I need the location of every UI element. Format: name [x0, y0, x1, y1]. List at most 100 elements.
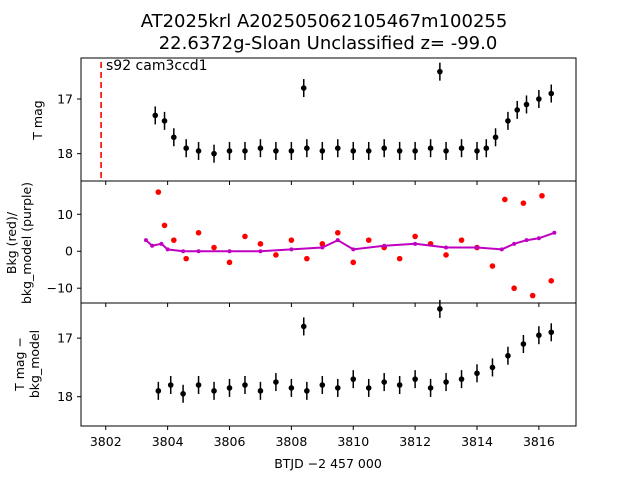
bottom-data-point: [437, 306, 443, 312]
top-data-point: [536, 96, 542, 102]
top-data-point: [412, 148, 418, 154]
top-data-point: [226, 148, 233, 154]
middle-data-point: [412, 233, 418, 240]
bottom-data-point: [396, 382, 403, 388]
middle-data-point: [273, 252, 279, 258]
middle-data-point: [499, 247, 504, 252]
middle-data-point: [335, 238, 340, 243]
x-tick-label: 3806: [214, 434, 246, 449]
top-data-point: [171, 134, 177, 141]
middle-data-point: [529, 292, 536, 299]
middle-data-point: [183, 255, 189, 262]
middle-data-point: [524, 238, 529, 243]
middle-data-point: [161, 222, 168, 229]
middle-data-point: [350, 259, 357, 266]
top-data-point: [257, 145, 264, 151]
middle-data-point: [319, 241, 326, 247]
bottom-data-point: [167, 382, 174, 388]
bottom-data-point: [381, 379, 387, 385]
chart-title-line1: AT2025krl A202505062105467m100255: [141, 11, 508, 32]
top-data-point: [195, 148, 202, 154]
middle-data-point: [288, 237, 295, 243]
middle-data-point: [226, 259, 233, 266]
middle-data-point: [143, 238, 148, 243]
middle-data-point: [150, 243, 155, 248]
middle-data-point: [159, 241, 164, 246]
bottom-data-point: [155, 388, 162, 394]
top-data-point: [334, 145, 341, 151]
top-data-point: [492, 134, 499, 141]
panel-bottom-t-mag-minus-bkg: 17 18 3802 3804 3806 3808 3810 3812 3814 3816: [57, 299, 577, 449]
top-data-point: [474, 148, 480, 154]
middle-data-point: [512, 241, 517, 246]
panel-middle-background: 10 0 −10: [47, 180, 577, 307]
middle-data-point: [365, 237, 372, 243]
top-data-point: [365, 148, 372, 154]
middle-data-point: [171, 237, 177, 243]
top-data-point: [427, 145, 434, 151]
bottom-data-point: [273, 379, 279, 385]
top-data-point: [523, 101, 530, 108]
bottom-data-point: [474, 370, 480, 377]
middle-data-point: [242, 233, 248, 240]
bottom-data-point: [257, 388, 264, 394]
bottom-y-axis-label-line2: bkg_model: [27, 330, 42, 398]
bottom-data-point: [180, 390, 186, 397]
top-data-point: [396, 148, 403, 154]
x-tick-label: 3808: [275, 434, 307, 449]
x-tick-label: 3810: [337, 434, 369, 449]
middle-data-point: [475, 245, 479, 250]
bottom-axes-frame: [80, 302, 577, 427]
middle-data-point: [227, 249, 232, 254]
bottom-data-point: [288, 385, 295, 391]
bottom-data-point: [505, 352, 511, 359]
top-data-point: [319, 148, 326, 154]
middle-data-point: [181, 249, 186, 254]
middle-data-point: [196, 249, 201, 254]
top-data-point: [443, 148, 449, 154]
middle-data-point: [502, 196, 508, 203]
top-y-tick-label: 18: [57, 146, 73, 161]
bottom-data-point: [211, 388, 217, 394]
x-tick-label: 3802: [90, 434, 122, 449]
middle-data-point: [511, 285, 517, 292]
top-data-point: [514, 107, 521, 113]
x-tick-label: 3804: [152, 434, 184, 449]
top-data-point: [183, 145, 189, 151]
middle-data-point: [211, 244, 217, 251]
middle-data-point: [257, 241, 264, 247]
middle-y-axis-label-line2: bkg_model (purple): [19, 182, 34, 304]
middle-data-point: [489, 263, 496, 269]
bottom-data-point: [489, 364, 496, 371]
bottom-data-point: [548, 329, 555, 336]
top-data-point: [242, 148, 248, 154]
sector-camera-annotation: s92 cam3ccd1: [106, 58, 208, 74]
bottom-data-point: [195, 382, 202, 388]
top-data-point: [211, 150, 217, 157]
middle-data-point: [536, 236, 541, 241]
middle-data-point: [443, 252, 449, 258]
top-data-point: [273, 148, 279, 154]
bottom-data-point: [520, 341, 527, 347]
bottom-data-point: [242, 382, 248, 388]
x-axis-label: BTJD −2 457 000: [274, 456, 382, 471]
top-data-point: [304, 145, 310, 151]
middle-data-point: [413, 241, 418, 246]
top-data-point: [458, 145, 465, 151]
middle-data-point: [165, 247, 170, 252]
bottom-data-point: [443, 379, 449, 385]
middle-data-point: [396, 255, 403, 262]
bottom-data-point: [226, 385, 233, 391]
top-data-point: [350, 148, 357, 154]
chart-title-line2: 22.6372g-Sloan Unclassified z= -99.0: [159, 33, 498, 54]
middle-data-point: [289, 247, 294, 252]
top-data-point: [152, 112, 159, 119]
middle-data-point: [155, 189, 162, 195]
middle-data-point: [351, 247, 356, 252]
top-data-point: [288, 148, 295, 154]
middle-data-point: [258, 249, 263, 254]
bottom-data-point: [536, 332, 542, 339]
bottom-data-point: [412, 376, 418, 382]
